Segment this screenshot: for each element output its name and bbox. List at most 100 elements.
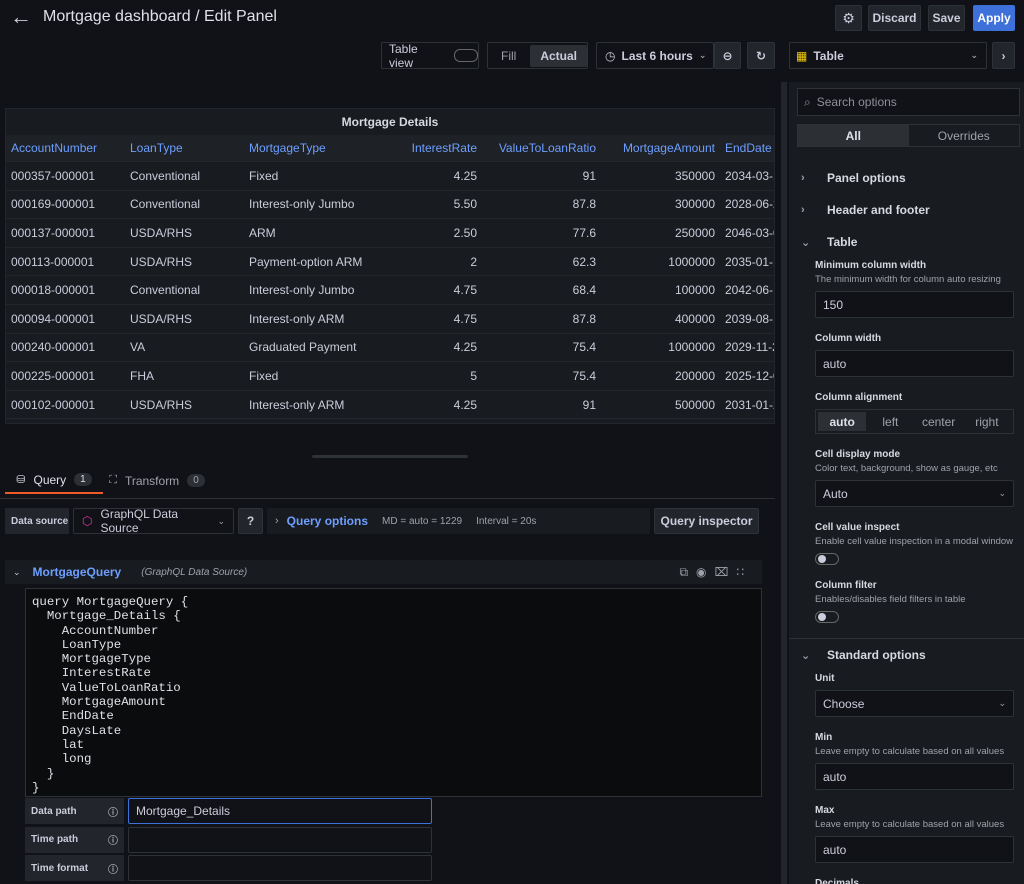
option-switch[interactable] — [815, 553, 839, 565]
radio-option[interactable]: left — [882, 414, 899, 429]
pane-splitter[interactable] — [781, 82, 787, 884]
table-cell: 000148-000001 — [6, 418, 125, 423]
field-label: Time format ⓘ — [25, 855, 124, 881]
table-cell: 75.4 — [482, 333, 601, 363]
visualization-picker[interactable]: ▦ Table ⌄ — [789, 42, 987, 69]
column-header[interactable]: MortgageAmount — [601, 135, 720, 162]
viz-name: Table — [813, 48, 844, 63]
divider — [0, 498, 775, 499]
table-cell: 500000 — [601, 390, 720, 420]
refresh-button[interactable]: ↻ — [747, 42, 775, 69]
column-header[interactable]: EndDate — [720, 135, 774, 162]
table-cell: Payment-option ARM — [244, 247, 363, 277]
actual-option[interactable]: Actual — [530, 44, 588, 67]
query-tab[interactable]: ⛁ Query 1 — [5, 467, 103, 494]
chevron: › — [801, 204, 805, 216]
section-header[interactable]: ⌄ Standard options — [789, 639, 1024, 671]
section-header[interactable]: › Panel options — [789, 162, 1024, 194]
section-header[interactable]: ⌄ Table — [789, 226, 1024, 258]
option-select[interactable]: Auto ⌄ — [815, 480, 1014, 507]
radio-option[interactable]: right — [975, 414, 999, 429]
field-input[interactable] — [128, 826, 432, 853]
table-cell: 75.4 — [482, 361, 601, 391]
table-cell: 4.75 — [363, 275, 482, 305]
table-cell: 2031-01-2 — [720, 390, 774, 420]
table-cell: 2035-01-1 — [720, 247, 774, 277]
chevron: › — [801, 172, 805, 184]
help-button[interactable]: ? — [238, 508, 263, 534]
table-cell: 200000 — [601, 361, 720, 391]
table-cell: Graduated Payment — [244, 333, 363, 363]
query-actions: ⧉◉⌧∷ — [679, 564, 752, 579]
table-cell: 400000 — [601, 304, 720, 334]
option-label: Cell value inspect — [815, 522, 900, 533]
table-cell: 77.6 — [482, 218, 601, 248]
code-line: MortgageType — [32, 652, 151, 667]
search-options[interactable]: ⌕ Search options — [797, 88, 1020, 116]
query-name[interactable]: MortgageQuery — [32, 565, 122, 579]
caret: ⌄ — [698, 50, 707, 60]
column-header[interactable]: InterestRate — [363, 135, 482, 162]
options-pane: ⌕ Search options All Overrides › Panel option… — [789, 82, 1024, 884]
header-button[interactable]: Save — [928, 5, 965, 31]
option-select[interactable]: Choose ⌄ — [815, 690, 1014, 717]
table-cell: USDA/RHS — [125, 218, 244, 248]
tab-count: 0 — [187, 474, 205, 487]
field-label: Data path ⓘ — [25, 798, 124, 824]
radio-option[interactable]: auto — [818, 412, 867, 431]
table-cell: 2029-11-2 — [720, 333, 774, 363]
option-switch[interactable] — [815, 611, 839, 623]
header-button[interactable]: Apply — [973, 5, 1015, 31]
column-header[interactable]: AccountNumber — [6, 135, 125, 162]
switch[interactable] — [454, 49, 478, 62]
table-view-toggle[interactable]: Table view — [381, 42, 479, 70]
option-item: Unit Choose ⌄ — [815, 673, 1014, 717]
column-header[interactable]: MortgageType — [244, 135, 363, 162]
option-description: The minimum width for column auto resizi… — [815, 274, 1001, 285]
table-cell: 91 — [482, 161, 601, 191]
field-input[interactable] — [128, 855, 432, 881]
collapse-options-button[interactable]: › — [992, 42, 1015, 69]
fill-option[interactable]: Fill — [501, 48, 517, 63]
zoom-out-button[interactable]: ⊖ — [714, 42, 741, 69]
caret: ⌄ — [998, 698, 1006, 708]
tab-count: 1 — [74, 473, 92, 486]
query-options-bar[interactable]: › Query options MD = auto = 1229 Interval =… — [267, 508, 650, 534]
table-cell: USDA/RHS — [125, 304, 244, 334]
option-description: Color text, background, show as gauge, e… — [815, 463, 998, 474]
datasource-picker[interactable]: ⬡ GraphQL Data Source ⌄ — [73, 507, 234, 535]
table-cell: 000094-000001 — [6, 304, 125, 334]
option-item: Column filter Enables/disables field filt… — [815, 580, 1014, 623]
table-cell: 4.25 — [363, 390, 482, 420]
table-row: 000113-000001 USDA/RHS Payment-option ARM 2… — [6, 247, 774, 277]
option-input[interactable]: 150 — [815, 291, 1014, 318]
field-label-text: Data path — [31, 805, 77, 817]
option-input[interactable]: auto — [815, 350, 1014, 377]
header-button[interactable]: Discard — [868, 5, 921, 31]
spacer — [789, 147, 1024, 162]
table-panel: Mortgage Details AccountNumber LoanType Mor… — [5, 108, 775, 424]
options-tab[interactable]: Overrides — [937, 128, 990, 143]
time-range-picker[interactable]: ◷ Last 6 hours ⌄ — [596, 42, 714, 69]
radio-option[interactable]: center — [921, 414, 956, 429]
query-tab[interactable]: ⛶ Transform 0 — [108, 467, 206, 494]
column-header[interactable]: LoanType — [125, 135, 244, 162]
column-header[interactable]: ValueToLoanRatio — [482, 135, 601, 162]
settings-button[interactable]: ⚙ — [835, 5, 862, 31]
option-input[interactable]: auto — [815, 763, 1014, 790]
options-tab[interactable]: All — [798, 125, 909, 146]
back-button[interactable]: ← — [10, 4, 32, 29]
query-inspector-button[interactable]: Query inspector — [654, 508, 759, 534]
page-title: Mortgage dashboard / Edit Panel — [43, 8, 277, 25]
header-row: AccountNumber LoanType MortgageType Interes… — [6, 135, 774, 162]
code-line: query MortgageQuery { — [32, 595, 189, 609]
code-editor[interactable]: query MortgageQuery { Mortgage_Details {… — [25, 588, 762, 797]
splitter[interactable] — [312, 455, 468, 458]
table-cell: 2039-08-1 — [720, 304, 774, 334]
option-input[interactable]: auto — [815, 836, 1014, 863]
field-input[interactable]: Mortgage_Details — [128, 798, 432, 824]
code-line: InterestRate — [32, 666, 151, 681]
section-header[interactable]: › Header and footer — [789, 194, 1024, 226]
